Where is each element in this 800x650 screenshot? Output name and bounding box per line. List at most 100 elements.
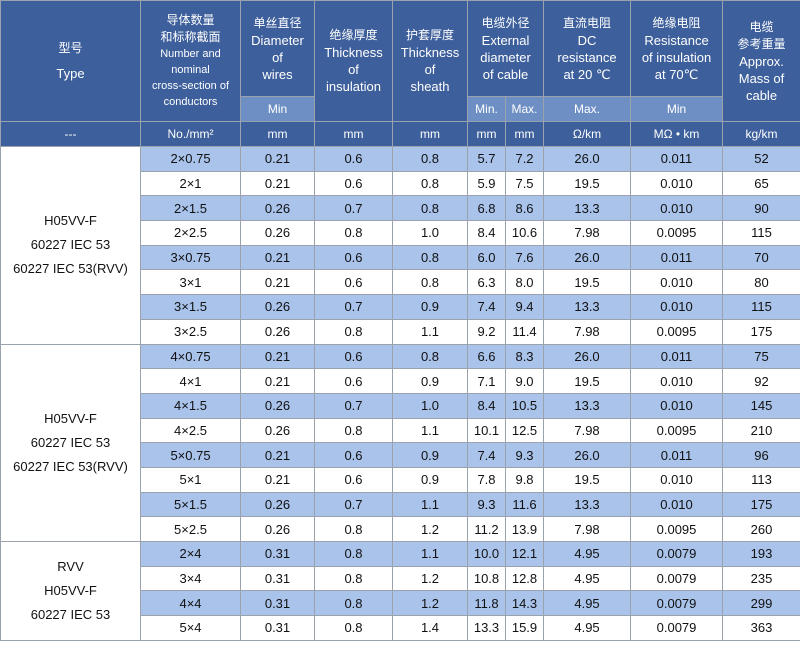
table-cell: 0.6 [314, 269, 393, 296]
header-insulation-en2: of [348, 62, 359, 77]
table-cell: 0.21 [240, 244, 315, 271]
table-cell: 11.6 [504, 491, 545, 518]
table-cell: 0.0079 [630, 565, 724, 592]
table-cell: 10.8 [467, 565, 506, 592]
table-cell: 0.6 [314, 343, 393, 370]
header-sheath-en1: Thickness [400, 45, 460, 60]
table-cell: 0.010 [630, 368, 724, 394]
table-cell: 0.9 [392, 442, 468, 468]
table-cell: 11.2 [467, 516, 506, 542]
table-cell: 0.010 [630, 269, 724, 296]
table-cell: 2×0.75 [140, 146, 241, 172]
header-insulation-resistance: 绝缘电阻 Resistance of insulation at 70℃ [630, 0, 724, 97]
unit-cell: Ω/km [543, 121, 632, 147]
table-cell: 5×2.5 [140, 516, 241, 542]
table-cell: 7.4 [467, 442, 506, 468]
table-row: 3×2.5 0.26 0.8 1.1 9.2 11.4 7.98 0.0095 175 [1, 318, 800, 345]
table-cell: 80 [722, 269, 800, 296]
table-cell: 113 [722, 466, 800, 493]
table-cell: 0.21 [240, 170, 315, 197]
table-cell: 10.6 [504, 220, 545, 246]
table-cell: 0.0095 [630, 318, 724, 345]
header-external-diameter: 电缆外径 External diameter of cable [466, 0, 545, 97]
table-cell: 4×0.75 [140, 343, 241, 370]
table-cell: 12.8 [504, 565, 545, 592]
table-row: H05VV-F 60227 IEC 53 60227 IEC 53(RVV) 2×0.… [0, 146, 800, 345]
table-cell: 4×1 [140, 368, 241, 394]
type-line: H05VV-F [44, 582, 97, 598]
table-cell: 1.2 [392, 590, 468, 617]
table-cell: 3×4 [140, 565, 241, 592]
table-cell: 0.8 [392, 170, 468, 197]
table-cell: 299 [722, 590, 800, 617]
table-cell: 0.31 [240, 615, 315, 641]
table-cell: 1.2 [392, 565, 468, 592]
table-cell: 7.6 [504, 244, 545, 271]
table-cell: 15.9 [504, 615, 545, 641]
type-line: H05VV-F [44, 410, 97, 426]
table-cell: 1.1 [392, 318, 468, 345]
table-cell: 26.0 [543, 146, 632, 172]
table-row: RVV H05VV-F 60227 IEC 53 2×4 0.31 0.8 1.1 10.0 1… [0, 541, 800, 641]
table-cell: 9.4 [504, 294, 545, 320]
table-cell: 2×1.5 [140, 195, 241, 222]
header-diameter-wires-en2: of [272, 49, 283, 65]
type-line: 60227 IEC 53 [30, 237, 111, 253]
table-cell: 0.0095 [630, 417, 724, 444]
subheader-external-max: Max. [504, 96, 545, 122]
header-conductors: 导体数量 和标称截面 Number and nominal cross-sect… [140, 0, 241, 122]
table-cell: 7.4 [467, 294, 506, 320]
table-cell: 0.8 [392, 343, 468, 370]
table-cell: 9.0 [504, 368, 545, 394]
table-cell: 12.1 [504, 541, 545, 567]
table-cell: 2×1 [140, 170, 241, 197]
table-row: 5×4 0.31 0.8 1.4 13.3 15.9 4.95 0.0079 363 [1, 615, 800, 641]
table-row: 4×1.5 0.26 0.7 1.0 8.4 10.5 13.3 0.010 145 [1, 392, 800, 419]
table-cell: 0.8 [392, 244, 468, 271]
table-cell: 13.9 [504, 516, 545, 542]
table-cell: 6.3 [467, 269, 506, 296]
table-cell: 0.011 [630, 146, 724, 172]
unit-cell: mm [504, 121, 545, 147]
table-cell: 2×4 [140, 541, 241, 567]
header-sheath-cn: 护套厚度 [405, 28, 454, 42]
table-cell: 70 [722, 244, 800, 271]
table-cell: 3×1.5 [140, 294, 241, 320]
table-cell: 0.8 [314, 318, 393, 345]
table-cell: 0.011 [630, 343, 724, 370]
table-cell: 19.5 [543, 269, 632, 296]
table-cell: 0.8 [314, 590, 393, 617]
type-line: 60227 IEC 53(RVV) [13, 261, 128, 277]
table-cell: 5×1.5 [140, 491, 241, 518]
header-sheath-en3: sheath [410, 79, 450, 94]
unit-cell: kg/km [722, 121, 800, 147]
table-cell: 0.7 [314, 195, 393, 222]
header-insulation-en1: Thickness [324, 45, 383, 60]
table-cell: 13.3 [543, 294, 632, 320]
table-cell: 1.0 [392, 392, 468, 419]
table-cell: 7.8 [467, 466, 506, 493]
table-cell: 11.4 [504, 318, 545, 345]
table-cell: 0.31 [240, 590, 315, 617]
table-cell: 0.010 [630, 466, 724, 493]
header-type: 型号 Type [0, 0, 141, 122]
table-cell: 9.3 [504, 442, 545, 468]
table-cell: 3×2.5 [140, 318, 241, 345]
unit-cell: mm [467, 121, 506, 147]
header-sheath-en2: of [424, 62, 436, 77]
table-cell: 1.1 [392, 417, 468, 444]
table-cell: 8.0 [504, 269, 545, 296]
table-cell: 175 [722, 318, 800, 345]
header-conductors-en2: nominal [171, 64, 210, 76]
unit-cell: MΩ • km [630, 121, 724, 147]
table-cell: 3×1 [140, 269, 241, 296]
header-insulation: 绝缘厚度 Thickness of insulation [314, 0, 393, 122]
table-row: 3×1.5 0.26 0.7 0.9 7.4 9.4 13.3 0.010 115 [1, 294, 800, 320]
table-cell: 26.0 [543, 442, 632, 468]
header-external-en2: diameter [480, 49, 531, 65]
type-line: H05VV-F [44, 213, 97, 229]
table-cell: 0.21 [240, 343, 315, 370]
table-cell: 7.5 [504, 170, 545, 197]
table-cell: 8.3 [504, 343, 545, 370]
table-cell: 145 [722, 392, 800, 419]
